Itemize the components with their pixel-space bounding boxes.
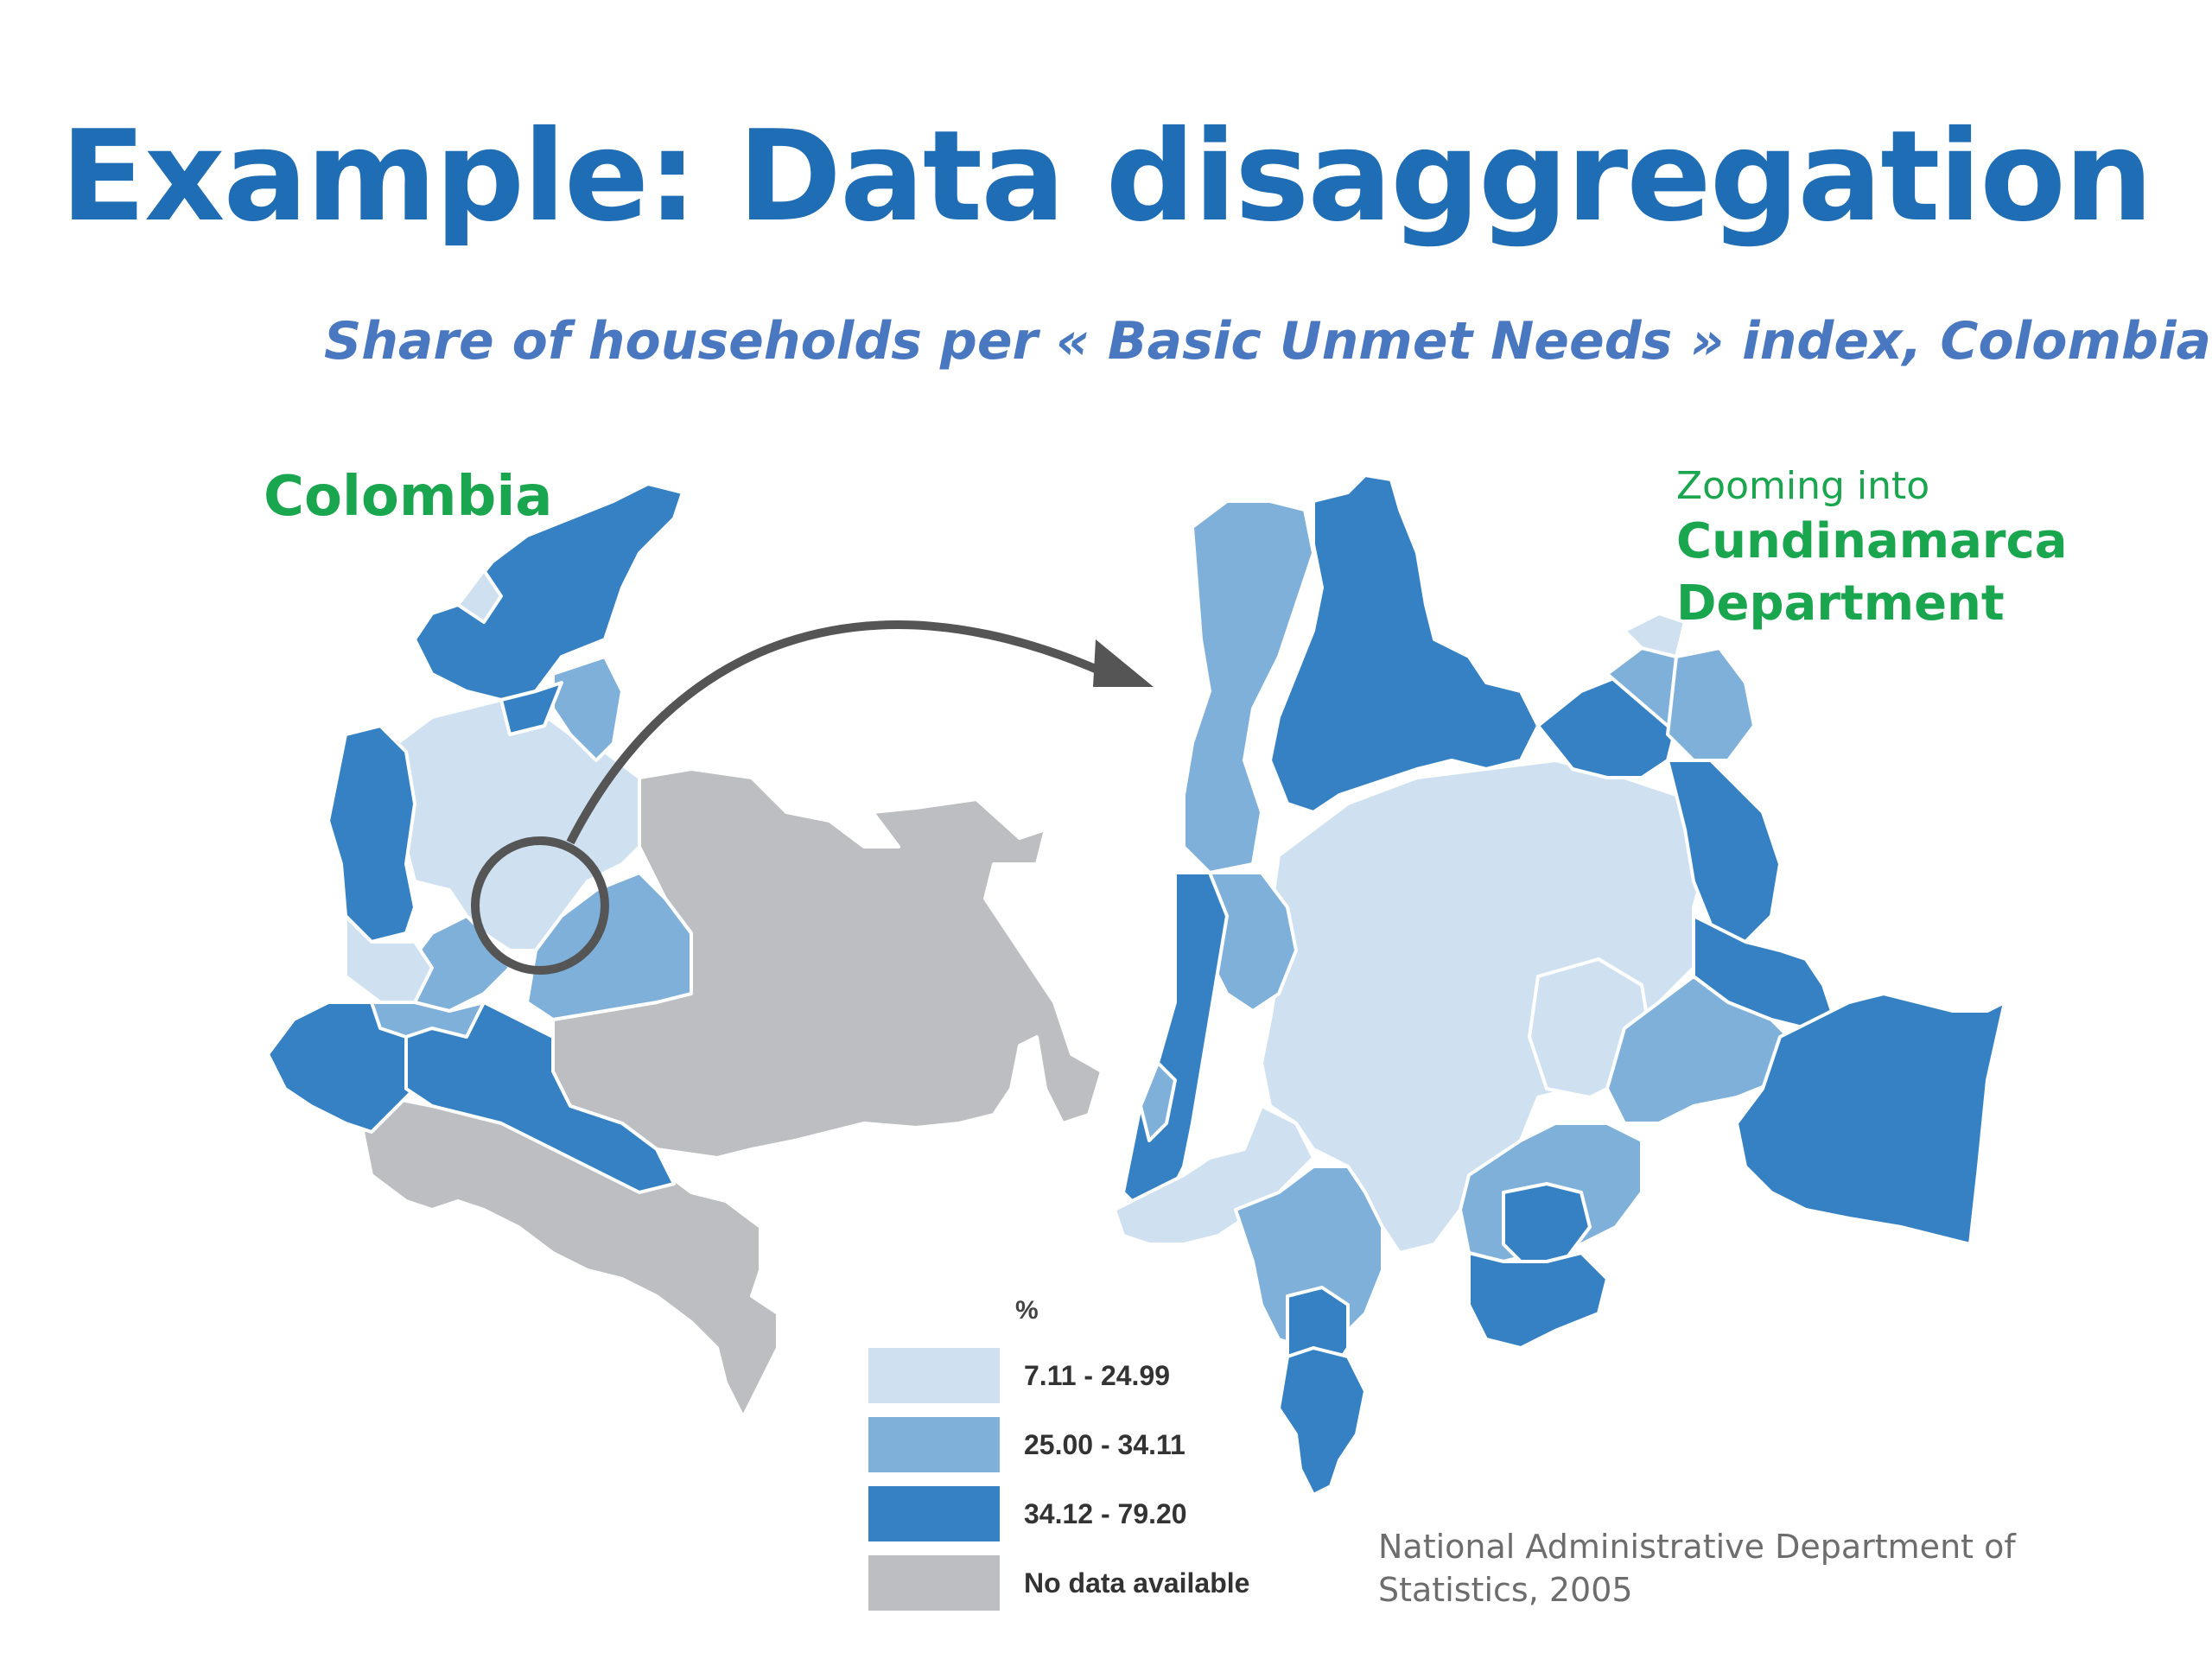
legend-label: 34.12 - 79.20: [1024, 1498, 1187, 1529]
legend-label: 7.11 - 24.99: [1024, 1360, 1171, 1391]
legend-label: 25.00 - 34.11: [1024, 1429, 1185, 1460]
cundinamarca-map: [1113, 474, 2006, 1497]
legend-swatch: [868, 1555, 1000, 1611]
municipality-medium: [1182, 499, 1315, 874]
region-medium: [551, 655, 624, 762]
municipality-medium: [1139, 1061, 1177, 1142]
map-subtitle: Share of households per « Basic Unmet Ne…: [324, 311, 2211, 372]
legend-item: No data available: [868, 1555, 1387, 1611]
legend-swatch: [868, 1348, 1000, 1403]
region-high: [404, 1001, 676, 1194]
legend-label: No data available: [1024, 1567, 1250, 1599]
region-medium: [370, 1001, 486, 1039]
region-no-data: [551, 767, 1103, 1160]
legend-item: 34.12 - 79.20: [868, 1486, 1387, 1541]
colombia-map-label: Colombia: [264, 465, 553, 529]
region-high: [327, 724, 416, 944]
municipality-low: [1623, 612, 1687, 658]
region-low: [344, 914, 434, 1004]
municipality-high: [1735, 992, 2006, 1246]
municipality-high: [1467, 1251, 1609, 1350]
zoom-label-prefix: Zooming into: [1676, 464, 1930, 508]
region-high: [413, 482, 684, 702]
municipality-high: [1277, 1346, 1367, 1497]
colombia-map: [266, 482, 1103, 1419]
zoom-label: Zooming into Cundinamarca Department: [1676, 462, 2068, 635]
zoom-label-line1: Cundinamarca: [1676, 513, 2068, 569]
zoom-highlight-circle: [471, 836, 609, 975]
region-medium: [525, 871, 693, 1021]
source-note: National Administrative Department of St…: [1378, 1528, 2016, 1609]
legend-swatch: [868, 1417, 1000, 1472]
municipality-high: [1502, 1182, 1592, 1272]
zoom-arrow: [566, 620, 1154, 845]
legend-item: 25.00 - 34.11: [868, 1417, 1387, 1472]
legend-swatch: [868, 1486, 1000, 1541]
page-title: Example: Data disaggregation: [60, 104, 2153, 250]
municipality-low: [1113, 1104, 1315, 1246]
region-high: [499, 681, 563, 736]
zoom-label-line2: Department: [1676, 575, 2005, 632]
municipality-medium: [1666, 646, 1756, 762]
municipality-high: [1666, 759, 1782, 944]
region-no-data: [361, 1096, 779, 1419]
municipality-high: [1268, 474, 1540, 814]
legend-unit: %: [1015, 1296, 1039, 1325]
legend-item: 7.11 - 24.99: [868, 1348, 1387, 1403]
region-low: [456, 569, 503, 624]
